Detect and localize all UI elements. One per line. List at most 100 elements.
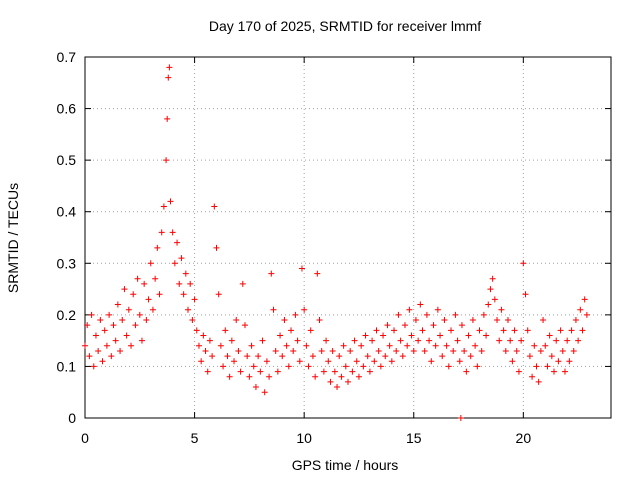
data-point — [298, 265, 305, 272]
data-point — [191, 296, 198, 303]
data-point — [544, 363, 551, 370]
data-point — [211, 203, 218, 210]
data-point — [553, 337, 560, 344]
data-point — [566, 358, 573, 365]
data-point — [259, 337, 266, 344]
data-point — [469, 317, 476, 324]
data-point — [176, 280, 183, 287]
data-point — [235, 347, 242, 354]
data-point — [226, 373, 233, 380]
data-point — [355, 373, 362, 380]
y-tick-label: 0.6 — [57, 101, 77, 117]
data-point — [537, 347, 544, 354]
data-point — [393, 347, 400, 354]
data-point — [290, 347, 297, 354]
data-point — [224, 353, 231, 360]
data-point — [114, 301, 121, 308]
data-point — [391, 327, 398, 334]
data-point — [450, 347, 457, 354]
data-point — [166, 64, 173, 71]
data-point — [123, 332, 130, 339]
data-point — [246, 373, 253, 380]
data-point — [511, 327, 518, 334]
data-point — [178, 255, 185, 262]
data-point — [419, 327, 426, 334]
data-point — [228, 337, 235, 344]
data-point — [92, 332, 99, 339]
data-point — [559, 347, 566, 354]
data-point — [164, 115, 171, 122]
y-tick-label: 0.3 — [57, 255, 77, 271]
data-point — [134, 275, 141, 282]
x-tick-label: 0 — [81, 430, 89, 446]
data-point — [432, 342, 439, 349]
data-point — [305, 363, 312, 370]
data-point — [169, 229, 176, 236]
data-point — [489, 275, 496, 282]
data-point — [331, 368, 338, 375]
data-point — [542, 342, 549, 349]
data-point — [292, 311, 299, 318]
data-point — [345, 378, 351, 385]
data-point — [474, 363, 481, 370]
data-point — [564, 337, 571, 344]
data-point — [458, 322, 465, 329]
data-point — [316, 317, 323, 324]
data-point — [360, 363, 367, 370]
data-point — [452, 311, 459, 318]
data-point — [99, 358, 106, 365]
data-point — [86, 353, 93, 360]
data-point — [579, 327, 586, 334]
data-point — [231, 358, 238, 365]
data-point — [491, 296, 498, 303]
data-points — [82, 64, 590, 421]
data-point — [84, 322, 91, 329]
data-point — [417, 301, 424, 308]
data-point — [255, 353, 262, 360]
data-point — [147, 260, 154, 267]
data-point — [575, 337, 582, 344]
data-point — [388, 358, 395, 365]
data-point — [546, 332, 553, 339]
data-point — [334, 384, 341, 391]
data-point — [222, 327, 229, 334]
data-point — [108, 353, 115, 360]
data-point — [128, 342, 135, 349]
data-point — [277, 332, 284, 339]
data-point — [518, 337, 525, 344]
data-point — [520, 260, 527, 267]
data-point — [189, 317, 196, 324]
data-point — [456, 358, 463, 365]
data-point — [500, 327, 507, 334]
data-point — [110, 322, 117, 329]
data-point — [504, 317, 511, 324]
data-point — [182, 270, 189, 277]
data-point — [268, 270, 275, 277]
data-point — [457, 415, 464, 421]
data-point — [526, 353, 533, 360]
data-point — [362, 332, 369, 339]
data-point — [301, 306, 308, 313]
data-point — [406, 306, 413, 313]
data-point — [303, 342, 310, 349]
data-point — [577, 306, 584, 313]
data-point — [112, 337, 119, 344]
data-point — [272, 347, 279, 354]
data-point — [426, 337, 433, 344]
data-point — [448, 327, 455, 334]
data-point — [570, 347, 577, 354]
data-point — [404, 342, 411, 349]
x-tick-label: 10 — [296, 430, 312, 446]
data-point — [377, 363, 384, 370]
data-point — [439, 353, 446, 360]
data-point — [281, 317, 288, 324]
data-point — [366, 368, 373, 375]
data-point — [307, 327, 314, 334]
data-point — [195, 342, 202, 349]
data-point — [103, 342, 110, 349]
data-point — [338, 373, 345, 380]
y-tick-label: 0.7 — [57, 49, 77, 65]
data-point — [294, 337, 301, 344]
